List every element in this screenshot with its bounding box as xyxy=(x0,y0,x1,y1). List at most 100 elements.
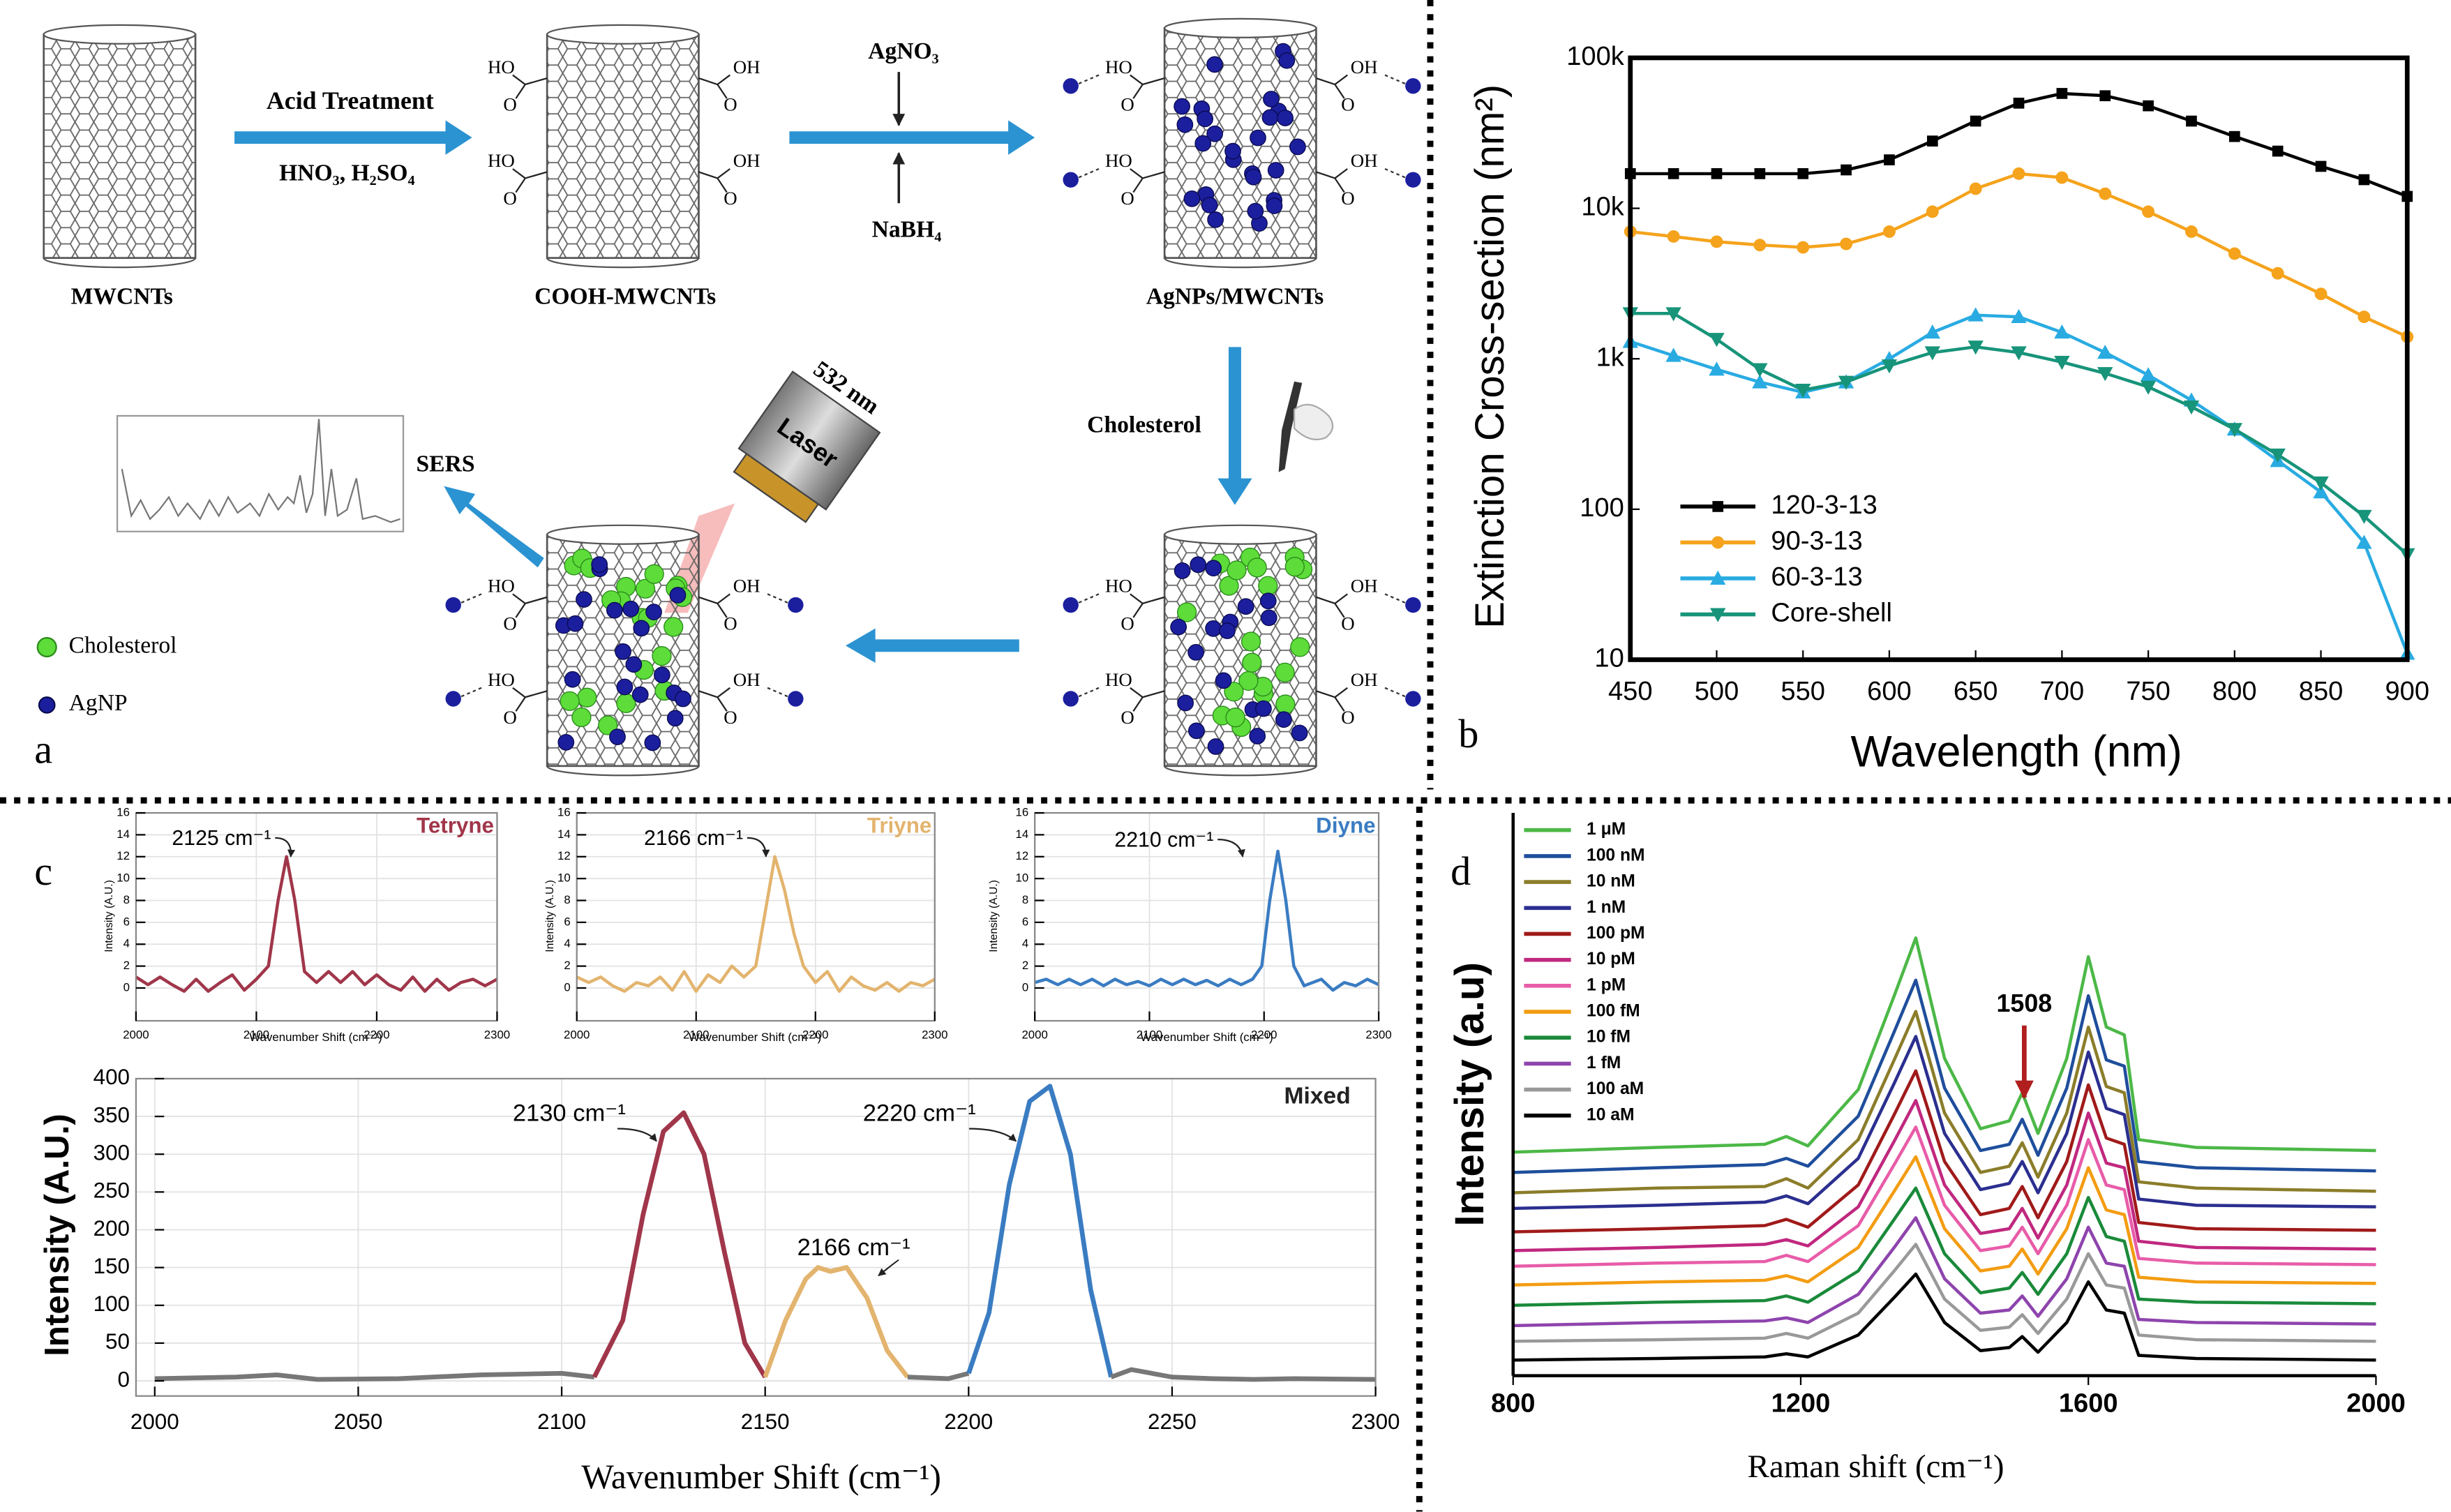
marker xyxy=(2011,346,2027,361)
group-label: OH xyxy=(1351,669,1378,690)
nanoparticle xyxy=(652,646,672,666)
y-tick-label: 100 xyxy=(93,1292,130,1316)
y-tick-label: 12 xyxy=(117,849,130,862)
nanoparticle xyxy=(557,733,575,751)
group-label: O xyxy=(503,707,516,728)
nanoparticle xyxy=(567,615,584,632)
y-tick-label: 300 xyxy=(93,1140,130,1165)
chart-title: Tetryne xyxy=(417,813,494,837)
x-tick-label: 2100 xyxy=(243,1028,269,1041)
legend-label: 90-3-13 xyxy=(1771,527,1862,556)
nanoparticle xyxy=(644,564,664,584)
nanoparticle xyxy=(616,678,634,696)
nanoparticle xyxy=(1275,662,1295,682)
nanoparticle xyxy=(1261,109,1279,126)
nanotube-rim xyxy=(43,24,197,45)
marker xyxy=(1926,205,1939,218)
marker xyxy=(2313,476,2329,491)
marker xyxy=(1752,374,1768,389)
marker xyxy=(2140,367,2157,382)
annotation: 2220 cm⁻¹ xyxy=(863,1100,976,1127)
product-label: COOH-MWCNTs xyxy=(534,284,716,310)
bond xyxy=(512,593,548,618)
marker xyxy=(1967,340,1984,355)
marker xyxy=(1841,164,1852,176)
marker xyxy=(2313,484,2329,499)
y-tick-label: 0 xyxy=(123,980,130,994)
group-label: OH xyxy=(733,669,760,690)
y-axis-label: Intensity (A.U.) xyxy=(103,880,115,952)
marker xyxy=(2270,448,2286,463)
y-tick-label: 0 xyxy=(118,1367,130,1391)
nanoparticle xyxy=(633,620,650,637)
plot-frame xyxy=(1034,811,1380,1022)
y-tick-label: 6 xyxy=(564,915,570,928)
nanotube-rim xyxy=(1164,524,1317,545)
marker xyxy=(2315,160,2327,172)
y-tick-label: 16 xyxy=(1016,805,1029,818)
nanoparticle xyxy=(1219,622,1236,639)
bond-dotted xyxy=(1384,74,1407,86)
x-axis-label: Wavenumber Shift (cm⁻¹) xyxy=(689,1031,821,1044)
nanoparticle xyxy=(1250,129,1266,147)
nanoparticle xyxy=(445,597,461,613)
y-tick-label: 350 xyxy=(93,1102,130,1127)
legend-label: 10 fM xyxy=(1587,1028,1631,1047)
y-tick-label: 10 xyxy=(117,871,130,885)
nanoparticle xyxy=(571,707,592,728)
group-label: O xyxy=(503,188,516,209)
nanoparticle xyxy=(1263,91,1280,107)
legend-label: 10 pM xyxy=(1587,950,1635,968)
group-label: O xyxy=(1341,613,1354,634)
nanoparticle xyxy=(1187,644,1204,661)
group-label: O xyxy=(1120,707,1134,728)
marker xyxy=(1926,135,1938,147)
nanotube xyxy=(546,33,700,260)
marker xyxy=(1967,307,1984,322)
legend-label: 10 nM xyxy=(1587,872,1635,891)
bond xyxy=(698,593,730,618)
x-tick-label: 2150 xyxy=(741,1409,790,1434)
nanoparticle xyxy=(606,601,623,619)
legend-label: 1 pM xyxy=(1587,975,1626,994)
group-label: HO xyxy=(488,669,515,690)
nanoparticle xyxy=(1405,597,1421,613)
x-tick-label: 2200 xyxy=(802,1028,828,1041)
nanoparticle xyxy=(1224,142,1241,160)
panel-label: b xyxy=(1458,711,1478,756)
nanoparticle xyxy=(1247,202,1264,220)
group-label: OH xyxy=(733,57,760,77)
nanoparticle xyxy=(1249,728,1266,744)
x-tick-label: 2000 xyxy=(123,1028,149,1041)
marker xyxy=(1970,115,1981,127)
y-axis-label: Intensity (A.U.) xyxy=(38,1114,76,1356)
nanoparticle xyxy=(645,604,662,621)
x-tick-label: 900 xyxy=(2385,677,2429,706)
x-tick-label: 450 xyxy=(1608,677,1653,706)
legend-label: 10 aM xyxy=(1587,1105,1634,1124)
process-arrow xyxy=(846,628,1019,663)
marker xyxy=(1884,154,1895,165)
group-label: O xyxy=(1120,188,1134,209)
marker xyxy=(2271,267,2284,280)
marker xyxy=(2011,308,2027,324)
series-line xyxy=(1513,1155,2376,1287)
marker xyxy=(1667,168,1679,179)
legend-label: 120-3-13 xyxy=(1771,491,1877,520)
y-axis-label: Intensity (A.U.) xyxy=(544,880,556,952)
marker xyxy=(2186,115,2197,127)
marker xyxy=(1752,363,1768,377)
nanoparticle xyxy=(666,710,684,727)
nanoparticle xyxy=(1174,98,1190,115)
series-line xyxy=(1513,1069,2376,1234)
bond-dotted xyxy=(767,687,790,698)
nanoparticle xyxy=(615,643,631,660)
nanoparticle xyxy=(1206,125,1223,142)
y-tick-label: 14 xyxy=(117,828,130,841)
annotation-arrow xyxy=(275,837,296,858)
marker xyxy=(1924,346,1941,361)
x-tick-label: 2100 xyxy=(1137,1028,1162,1041)
series-line xyxy=(1034,849,1380,992)
